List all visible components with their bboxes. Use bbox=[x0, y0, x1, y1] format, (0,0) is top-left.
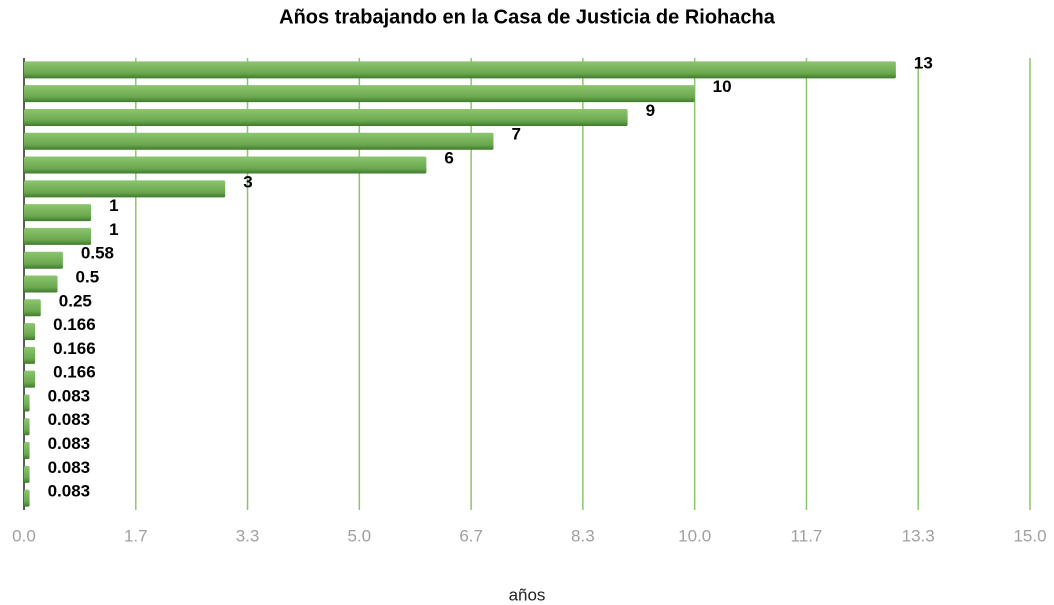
bar bbox=[24, 108, 628, 126]
value-label: 0.166 bbox=[53, 363, 96, 382]
bar bbox=[24, 418, 30, 436]
bar bbox=[24, 370, 36, 388]
value-label: 0.083 bbox=[48, 482, 91, 501]
bar bbox=[24, 85, 695, 103]
bar bbox=[24, 346, 36, 364]
bar bbox=[24, 180, 226, 198]
value-label: 10 bbox=[713, 77, 732, 96]
value-label: 0.5 bbox=[76, 267, 100, 286]
bar bbox=[24, 132, 494, 150]
x-tick-label: 8.3 bbox=[571, 526, 595, 545]
x-tick-label: 0.0 bbox=[12, 526, 36, 545]
value-label: 0.083 bbox=[48, 458, 91, 477]
value-label: 0.25 bbox=[59, 291, 92, 310]
bar bbox=[24, 442, 30, 460]
value-label: 0.166 bbox=[53, 339, 96, 358]
value-label: 1 bbox=[109, 196, 118, 215]
value-label: 0.166 bbox=[53, 315, 96, 334]
value-label: 0.58 bbox=[81, 244, 114, 263]
chart-title: Años trabajando en la Casa de Justicia d… bbox=[279, 6, 776, 28]
bar bbox=[24, 251, 63, 269]
value-label: 9 bbox=[646, 101, 655, 120]
value-label: 13 bbox=[914, 53, 933, 72]
bar bbox=[24, 156, 427, 174]
bar bbox=[24, 299, 41, 317]
value-label: 3 bbox=[243, 172, 252, 191]
bar bbox=[24, 465, 30, 483]
value-label: 0.083 bbox=[48, 410, 91, 429]
bar bbox=[24, 275, 58, 293]
x-tick-label: 1.7 bbox=[124, 526, 148, 545]
x-tick-label: 13.3 bbox=[902, 526, 935, 545]
x-tick-label: 6.7 bbox=[459, 526, 483, 545]
x-tick-label: 10.0 bbox=[678, 526, 711, 545]
x-tick-label: 5.0 bbox=[348, 526, 372, 545]
bar bbox=[24, 323, 36, 341]
bar bbox=[24, 394, 30, 412]
bar bbox=[24, 227, 92, 245]
value-label: 7 bbox=[511, 125, 520, 144]
value-label: 0.083 bbox=[48, 434, 91, 453]
x-tick-label: 11.7 bbox=[791, 526, 823, 545]
bar bbox=[24, 489, 30, 507]
value-label: 0.083 bbox=[48, 386, 91, 405]
x-tick-label: 15.0 bbox=[1013, 526, 1046, 545]
x-tick-label: 3.3 bbox=[236, 526, 260, 545]
value-label: 6 bbox=[444, 149, 453, 168]
x-axis-label: años bbox=[509, 585, 546, 604]
bar bbox=[24, 204, 92, 222]
bar bbox=[24, 61, 896, 79]
value-label: 1 bbox=[109, 220, 118, 239]
